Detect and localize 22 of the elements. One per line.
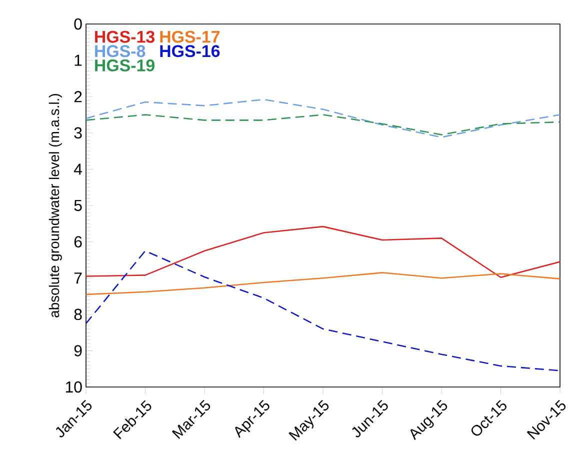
line-series <box>86 250 560 372</box>
y-tick-label: 1 <box>74 54 82 66</box>
line-series <box>86 114 560 136</box>
y-axis-title: absolute groundwater level (m.a.s.l.) <box>48 94 62 318</box>
y-tick-label: 2 <box>74 91 82 102</box>
y-tick-label: 0 <box>74 18 82 30</box>
text: HGS-8 <box>95 45 146 58</box>
line-series <box>86 272 560 296</box>
y-tick-label: 5 <box>74 200 82 212</box>
line-series <box>86 226 560 278</box>
line-series <box>86 98 560 138</box>
text: HGS-13 <box>95 30 154 43</box>
y-tick-label: 3 <box>74 127 82 139</box>
text: HGS-17 <box>160 30 220 43</box>
text: HGS-16 <box>160 45 220 58</box>
y-tick-label: 7 <box>74 272 82 284</box>
y-tick-label: 4 <box>74 164 82 175</box>
y-tick-label: 6 <box>74 236 82 248</box>
y-tick-label: 10 <box>66 381 82 393</box>
y-tick-label: 9 <box>74 345 82 356</box>
text: HGS-19 <box>95 59 154 72</box>
y-tick-label: 8 <box>74 308 82 320</box>
